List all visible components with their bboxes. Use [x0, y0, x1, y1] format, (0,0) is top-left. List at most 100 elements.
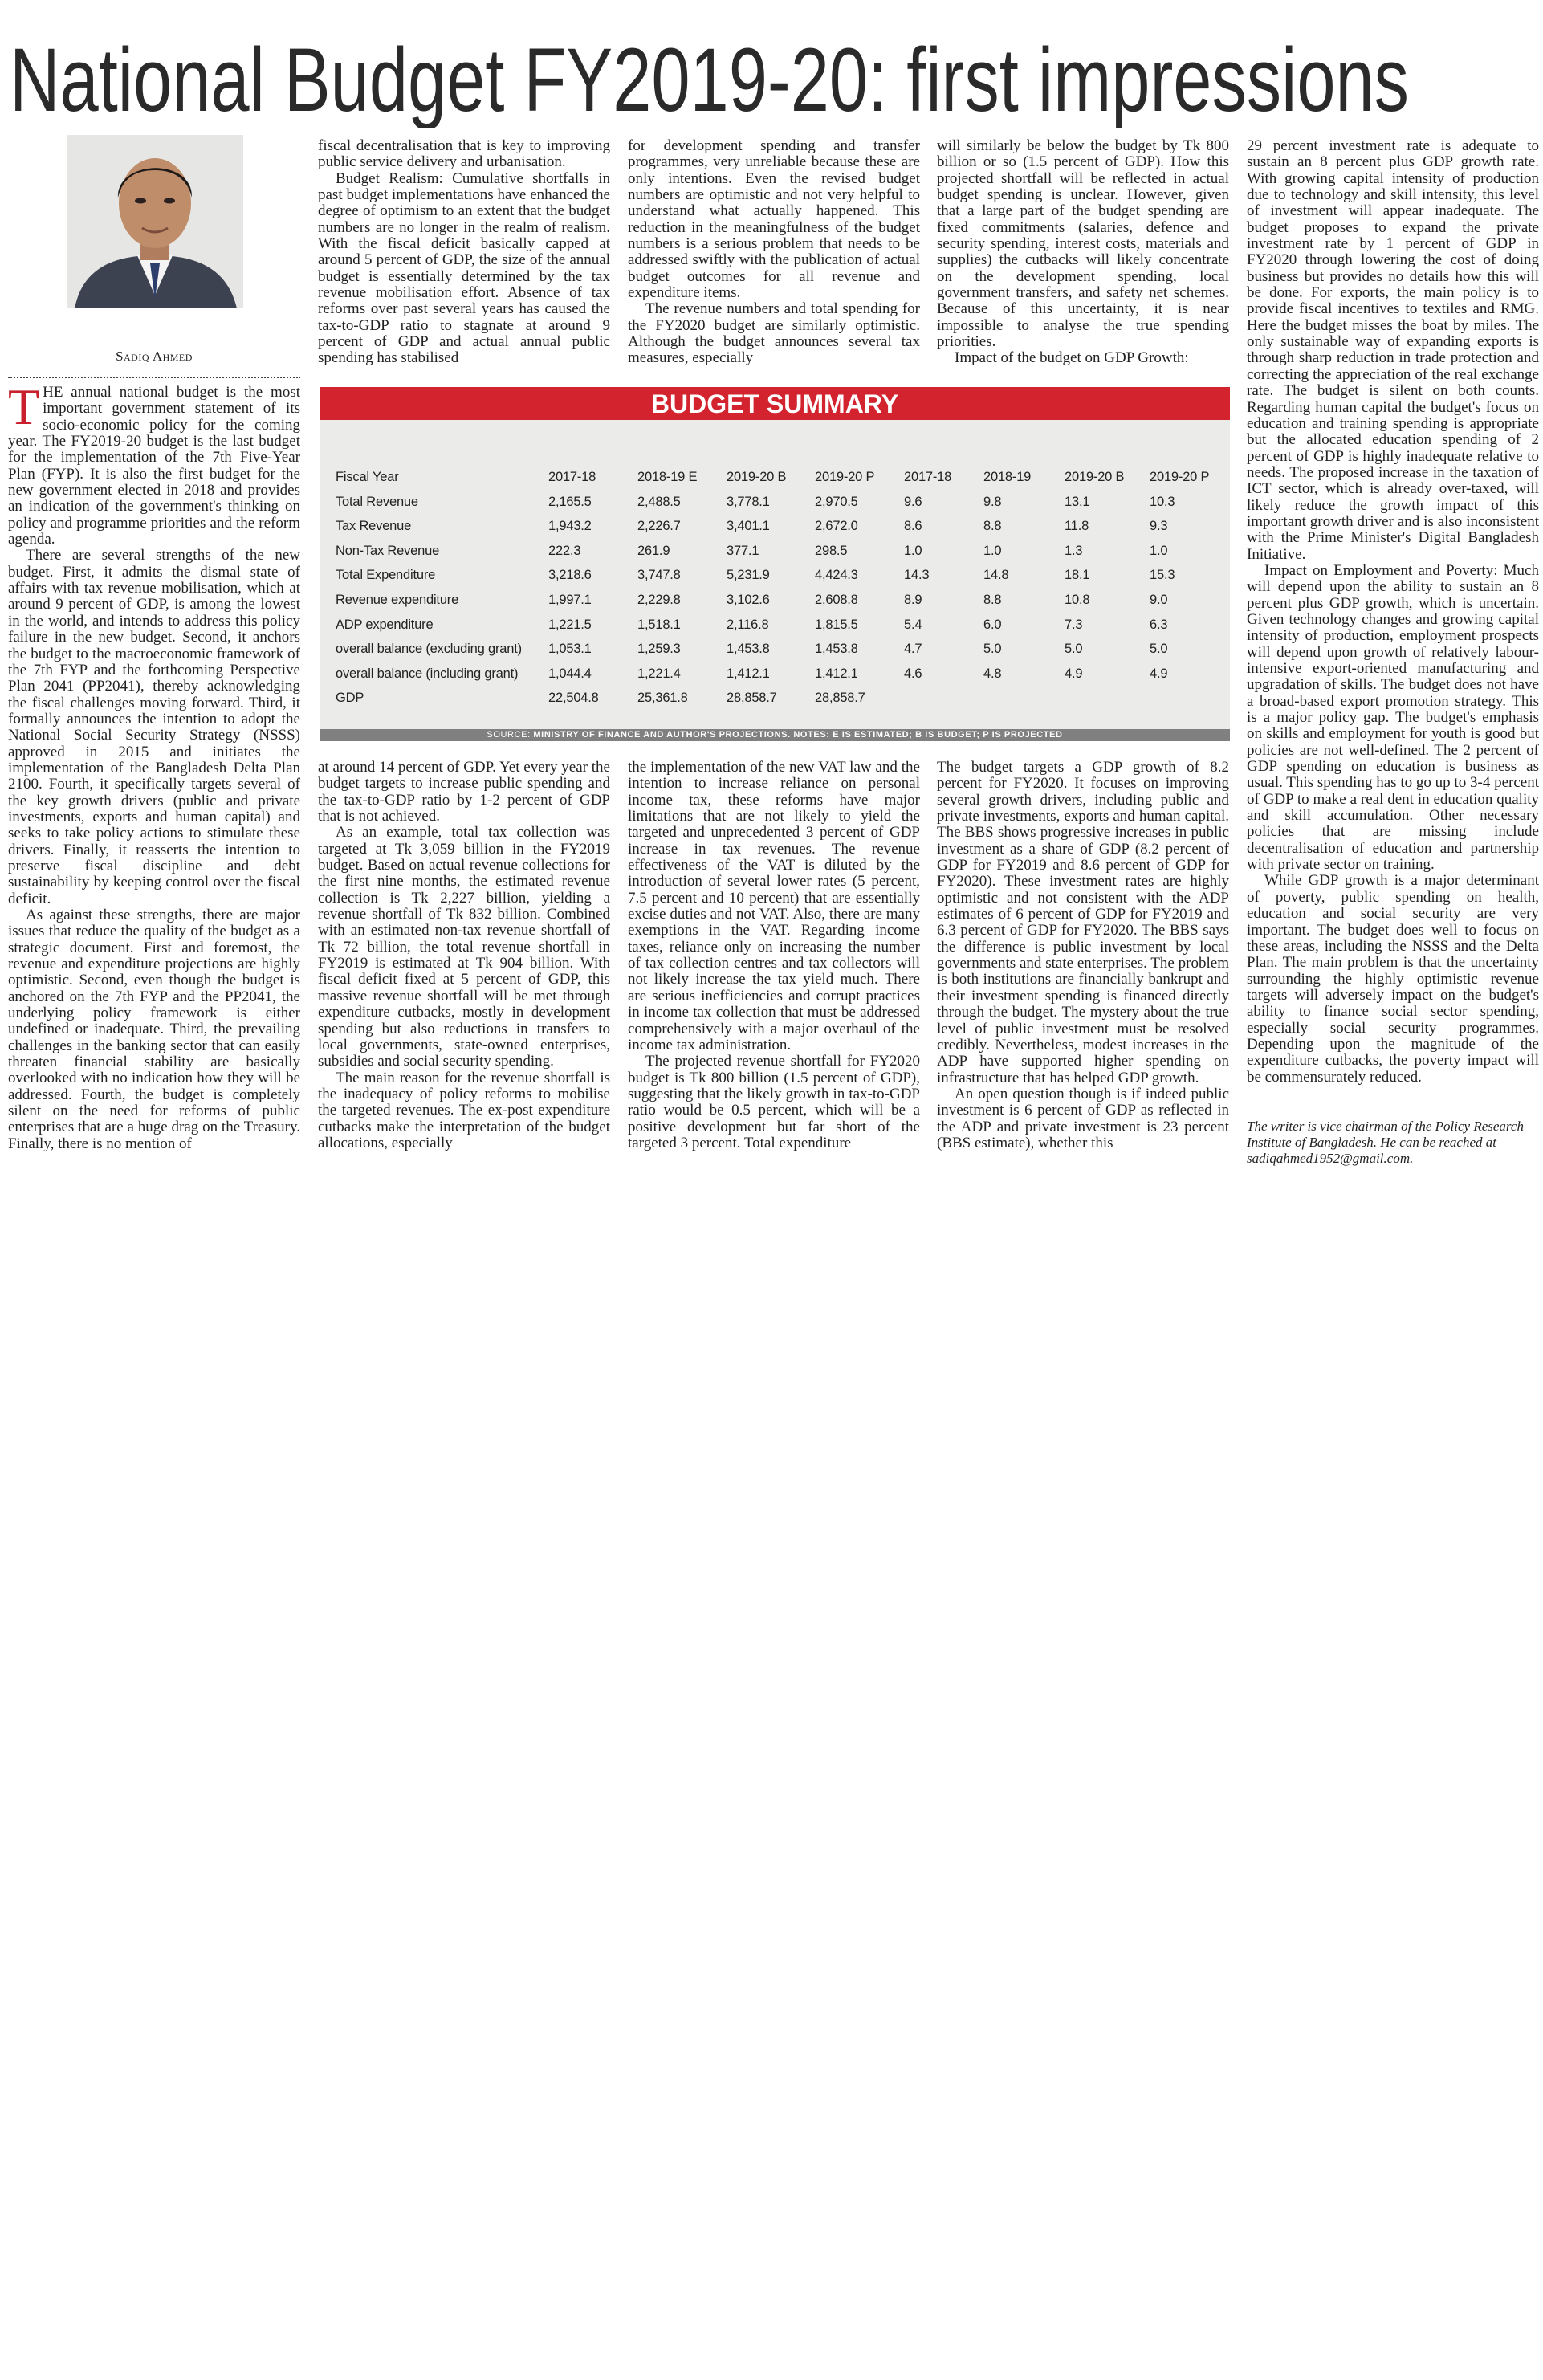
paragraph: The projected revenue shortfall for FY20…	[628, 1053, 920, 1151]
table-cell: 2,226.7	[637, 519, 681, 534]
paragraph: The revenue numbers and total spending f…	[628, 300, 920, 367]
header-cell: 2018-19	[983, 470, 1032, 484]
table-cell: 298.5	[815, 543, 848, 558]
paragraph-text: HE annual national budget is the most im…	[8, 385, 300, 548]
table-cell: 261.9	[637, 543, 670, 558]
table-title: BUDGET SUMMARY	[650, 389, 899, 418]
table-cell: 4.6	[904, 666, 922, 681]
paragraph: fiscal decentralisation that is key to i…	[318, 138, 610, 171]
table-cell: 5.0	[983, 642, 1002, 657]
headline: National Budget FY2019-20: first impress…	[10, 30, 1409, 128]
table-cell: 25,361.8	[637, 691, 688, 706]
column-3-bottom: the implementation of the new VAT law an…	[628, 760, 920, 1173]
paragraph: Impact on Employment and Poverty: Much w…	[1247, 561, 1539, 874]
table-cell: 14.8	[983, 568, 1009, 583]
table-cell: 1.3	[1065, 543, 1083, 558]
paragraph: the implementation of the new VAT law an…	[628, 760, 920, 1053]
table-cell: 3,747.8	[637, 568, 681, 583]
table-cell: 6.3	[1150, 617, 1168, 632]
table-cell: 4.9	[1150, 666, 1168, 681]
table-cell: 1.0	[983, 543, 1002, 558]
table-cell: 2,165.5	[548, 494, 592, 509]
column-2-bottom: at around 14 percent of GDP. Yet every y…	[318, 760, 610, 1173]
paragraph: As against these strengths, there are ma…	[8, 907, 300, 1152]
table-cell: 28,858.7	[815, 691, 865, 706]
table-cell: 9.3	[1150, 519, 1168, 534]
table-cell: 3,401.1	[727, 519, 770, 534]
paragraph: T HE annual national budget is the most i…	[8, 385, 300, 548]
paragraph: An open question though is if indeed pub…	[937, 1085, 1229, 1151]
source-text: MINISTRY OF FINANCE AND AUTHOR'S PROJECT…	[533, 730, 1063, 740]
table-body-bg	[320, 420, 1230, 729]
headline-svg: National Budget FY2019-20: first impress…	[10, 30, 1409, 128]
table-cell: 18.1	[1065, 568, 1090, 583]
row-label: ADP expenditure	[336, 617, 434, 632]
table-cell: 2,608.8	[815, 593, 858, 607]
budget-summary-table: BUDGET SUMMARY SOURCE: MINISTRY OF FINAN…	[320, 387, 1230, 2380]
row-label: Total Expenditure	[336, 568, 436, 583]
paragraph: at around 14 percent of GDP. Yet every y…	[318, 760, 610, 825]
table-source: SOURCE: MINISTRY OF FINANCE AND AUTHOR'S…	[320, 729, 1230, 741]
column-5: 29 percent investment rate is adequate t…	[1247, 138, 1539, 1114]
column-4-top: will similarly be below the budget by Tk…	[937, 138, 1229, 369]
table-cell: 1,518.1	[637, 617, 681, 632]
writer-note: The writer is vice chairman of the Polic…	[1247, 1119, 1524, 1166]
column-2-top: fiscal decentralisation that is key to i…	[318, 138, 610, 369]
paragraph: The main reason for the revenue shortfal…	[318, 1069, 610, 1151]
row-label: Non-Tax Revenue	[336, 543, 440, 558]
table-cell: 9.8	[983, 494, 1002, 509]
paragraph: There are several strengths of the new b…	[8, 547, 300, 907]
table-cell: 10.3	[1150, 494, 1175, 509]
table-cell: 8.8	[983, 519, 1002, 534]
header-cell: 2019-20 P	[815, 470, 875, 484]
paragraph: 29 percent investment rate is adequate t…	[1247, 138, 1539, 563]
table-cell: 1,815.5	[815, 617, 858, 632]
table-cell: 14.3	[904, 568, 930, 583]
row-label: Total Revenue	[336, 494, 418, 509]
paragraph: As an example, total tax collection was …	[318, 824, 610, 1070]
header-cell: 2017-18	[548, 470, 596, 484]
paragraph: While GDP growth is a major determinant …	[1247, 872, 1539, 1086]
table-cell: 6.0	[983, 617, 1002, 632]
table-cell: 3,778.1	[727, 494, 770, 509]
table-cell: 3,218.6	[548, 568, 592, 583]
table-cell: 15.3	[1150, 568, 1175, 583]
row-label: Revenue expenditure	[336, 593, 459, 607]
row-label: overall balance (including grant)	[336, 666, 519, 681]
table-cell: 4.9	[1065, 666, 1083, 681]
page: National Budget FY2019-20 { "headline": …	[8, 30, 1539, 2380]
table-cell: 5.0	[1150, 642, 1168, 657]
table-cell: 1,412.1	[727, 666, 770, 681]
table-cell: 1,044.4	[548, 666, 592, 681]
column-1: T HE annual national budget is the most i…	[8, 385, 300, 1173]
paragraph: Budget Realism: Cumulative shortfalls in…	[318, 169, 610, 367]
table-cell: 8.6	[904, 519, 922, 534]
table-cell: 22,504.8	[548, 691, 599, 706]
table-cell: 8.8	[983, 593, 1002, 607]
table-cell: 377.1	[727, 543, 759, 558]
table-cell: 1,259.3	[637, 642, 681, 657]
paragraph: The budget targets a GDP growth of 8.2 p…	[937, 760, 1229, 1086]
header-cell: 2019-20 P	[1150, 470, 1210, 484]
table-cell: 1.0	[1150, 543, 1168, 558]
table-cell: 5,231.9	[727, 568, 770, 583]
header-cell: 2018-19 E	[637, 470, 698, 484]
table-cell: 2,672.0	[815, 519, 858, 534]
table-cell: 28,858.7	[727, 691, 777, 706]
paragraph: will similarly be below the budget by Tk…	[937, 138, 1229, 351]
row-label: overall balance (excluding grant)	[336, 642, 522, 657]
paragraph: for development spending and transfer pr…	[628, 138, 920, 302]
table-cell: 3,102.6	[727, 593, 770, 607]
table-cell: 1,453.8	[815, 642, 858, 657]
paragraph: Impact of the budget on GDP Growth:	[955, 349, 1189, 367]
table-cell: 5.0	[1065, 642, 1083, 657]
table-cell: 1,221.5	[548, 617, 592, 632]
table-cell: 2,116.8	[727, 617, 769, 632]
table-cell: 1.0	[904, 543, 922, 558]
column-3-top: for development spending and transfer pr…	[628, 138, 920, 369]
source-label: SOURCE:	[487, 730, 531, 740]
table-cell: 7.3	[1065, 617, 1083, 632]
header-cell: 2019-20 B	[1065, 470, 1125, 484]
table-cell: 2,488.5	[637, 494, 681, 509]
author-photo	[67, 135, 243, 308]
